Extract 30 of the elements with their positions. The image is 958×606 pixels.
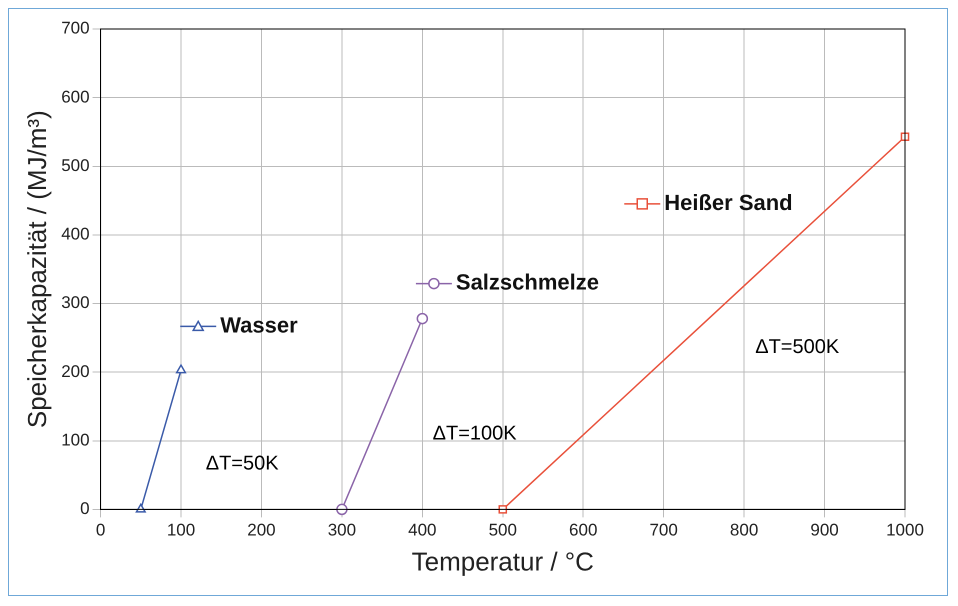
- annotation: ΔT=100K: [432, 422, 518, 444]
- y-tick-label: 0: [80, 499, 90, 518]
- x-tick-label: 700: [649, 520, 678, 540]
- legend-label: Salzschmelze: [456, 270, 599, 295]
- y-tick-label: 100: [61, 430, 90, 450]
- y-tick-label: 500: [61, 156, 90, 175]
- y-tick-label: 700: [61, 18, 90, 38]
- y-axis-title: Speicherkapazität / (MJ/m³): [22, 110, 52, 428]
- x-tick-label: 500: [488, 520, 517, 540]
- x-axis-title: Temperatur / °C: [412, 546, 594, 577]
- x-tick-label: 100: [166, 520, 196, 540]
- point: [900, 132, 910, 142]
- x-tick-label: 1000: [886, 520, 924, 540]
- x-tick-label: 400: [408, 520, 437, 540]
- x-tick-label: 600: [569, 520, 598, 540]
- point: [336, 504, 348, 516]
- x-tick-label: 900: [810, 520, 839, 540]
- x-tick-label: 300: [328, 520, 356, 540]
- x-tick-label: 0: [96, 520, 106, 540]
- x-tick-label: 800: [730, 520, 758, 540]
- x-tick-label: 200: [247, 520, 276, 540]
- y-tick-label: 400: [61, 224, 90, 244]
- annotation: ΔT=50K: [206, 452, 280, 474]
- y-tick-label: 600: [61, 87, 90, 106]
- legend-label: Wasser: [220, 312, 298, 338]
- legend-label: Heißer Sand: [664, 190, 793, 215]
- y-tick-label: 300: [61, 293, 90, 312]
- annotation: ΔT=500K: [755, 336, 840, 358]
- point: [416, 312, 428, 324]
- y-tick-label: 200: [61, 362, 90, 381]
